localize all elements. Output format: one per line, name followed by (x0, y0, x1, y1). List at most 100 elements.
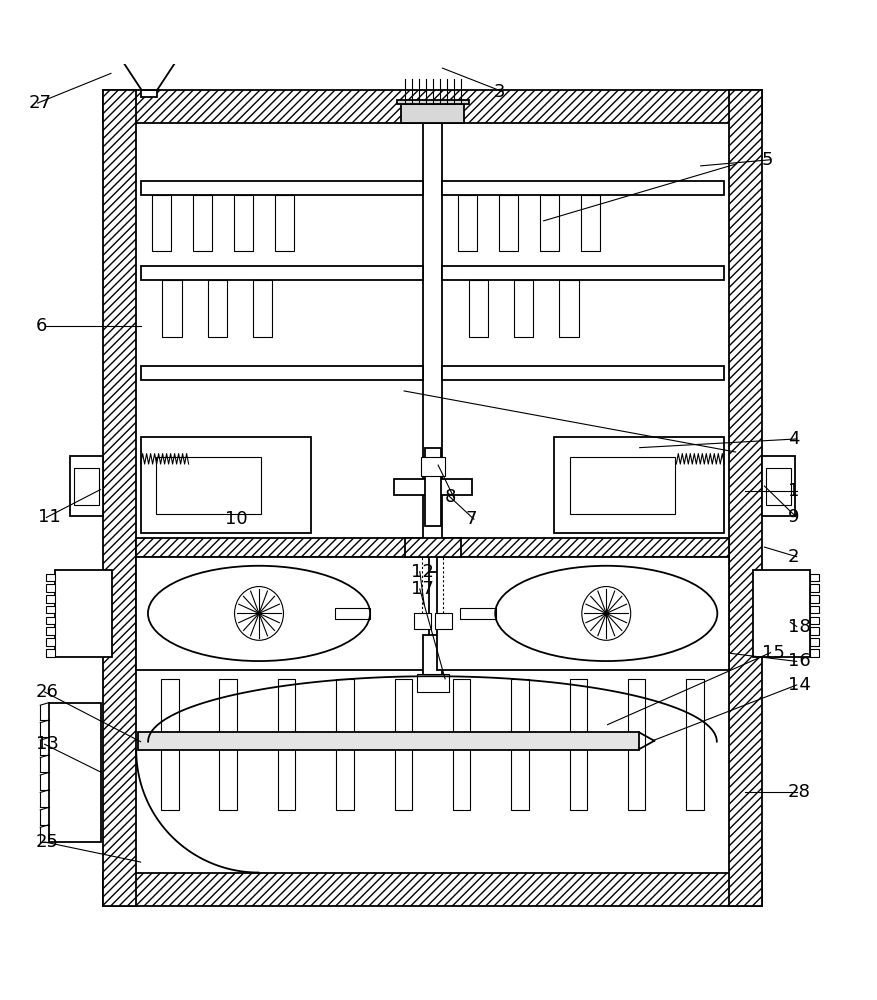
Bar (162, 280, 182, 337)
Bar (140, 366, 423, 380)
Bar (393, 479, 472, 495)
Bar (136, 557, 428, 670)
Polygon shape (119, 57, 179, 90)
Bar (453, 679, 470, 810)
Bar (103, 873, 761, 906)
Bar (233, 195, 253, 251)
Bar (103, 90, 761, 123)
Bar (752, 570, 809, 657)
Bar (627, 679, 645, 810)
Bar (138, 732, 638, 750)
Bar (442, 266, 724, 280)
Bar (442, 366, 724, 380)
Bar (686, 679, 703, 810)
Bar (336, 679, 353, 810)
Text: 28: 28 (787, 783, 810, 801)
Bar (140, 266, 423, 280)
Text: 17: 17 (410, 580, 433, 598)
Bar (140, 181, 423, 195)
Text: 26: 26 (36, 683, 59, 701)
Text: 10: 10 (225, 510, 247, 528)
Bar (219, 679, 237, 810)
Bar (208, 280, 227, 337)
Bar (46, 574, 55, 581)
Bar (46, 595, 55, 603)
Bar (46, 617, 55, 624)
Text: 25: 25 (36, 833, 59, 851)
Text: 15: 15 (761, 644, 784, 662)
Bar (510, 679, 528, 810)
Bar (809, 574, 817, 581)
Bar (559, 280, 578, 337)
Bar (413, 613, 431, 629)
Bar (728, 90, 761, 906)
Bar (46, 649, 55, 657)
Bar (136, 538, 728, 557)
Text: 8: 8 (445, 488, 456, 506)
Bar (468, 280, 488, 337)
Bar (423, 123, 442, 572)
Bar (424, 448, 440, 526)
Bar (55, 570, 111, 657)
Text: 13: 13 (36, 735, 59, 753)
Bar (766, 468, 789, 505)
Bar (335, 608, 369, 619)
Bar (420, 457, 445, 476)
Text: 1: 1 (787, 482, 798, 500)
Bar (156, 457, 260, 514)
Bar (809, 627, 817, 635)
Bar (539, 195, 559, 251)
Bar (160, 679, 178, 810)
Bar (809, 584, 817, 592)
Text: 7: 7 (465, 510, 476, 528)
Bar (70, 456, 103, 516)
Bar (46, 584, 55, 592)
Bar (809, 595, 817, 603)
Text: 11: 11 (38, 508, 61, 526)
Text: 16: 16 (787, 652, 809, 670)
Text: 12: 12 (410, 563, 433, 581)
Bar (513, 280, 532, 337)
Bar (809, 606, 817, 613)
Bar (499, 195, 517, 251)
Bar (423, 635, 442, 688)
Text: 27: 27 (29, 94, 52, 112)
Text: 4: 4 (787, 430, 799, 448)
Bar (761, 456, 794, 516)
Bar (460, 608, 495, 619)
Bar (75, 468, 98, 505)
Text: 3: 3 (494, 83, 505, 101)
Bar (275, 195, 294, 251)
Bar (253, 280, 272, 337)
Bar (434, 613, 452, 629)
Bar (553, 437, 724, 533)
Bar (569, 679, 587, 810)
Bar (809, 638, 817, 646)
Bar (569, 457, 674, 514)
Bar (401, 104, 464, 123)
Text: 2: 2 (787, 548, 799, 566)
Bar (581, 195, 600, 251)
Bar (277, 679, 295, 810)
Bar (458, 195, 477, 251)
Text: 5: 5 (761, 151, 773, 169)
Text: 14: 14 (787, 676, 810, 694)
Bar (809, 617, 817, 624)
Bar (141, 90, 157, 97)
Bar (140, 437, 310, 533)
Text: 6: 6 (36, 317, 47, 335)
Text: 18: 18 (787, 618, 809, 636)
Bar (404, 538, 460, 557)
Bar (417, 674, 448, 692)
Bar (809, 649, 817, 657)
Text: 9: 9 (787, 508, 799, 526)
Bar (394, 679, 411, 810)
Bar (396, 100, 468, 104)
Bar (46, 638, 55, 646)
Bar (46, 627, 55, 635)
Bar (152, 195, 171, 251)
Bar (49, 703, 101, 842)
Bar (103, 90, 136, 906)
Bar (46, 606, 55, 613)
Bar (193, 195, 212, 251)
